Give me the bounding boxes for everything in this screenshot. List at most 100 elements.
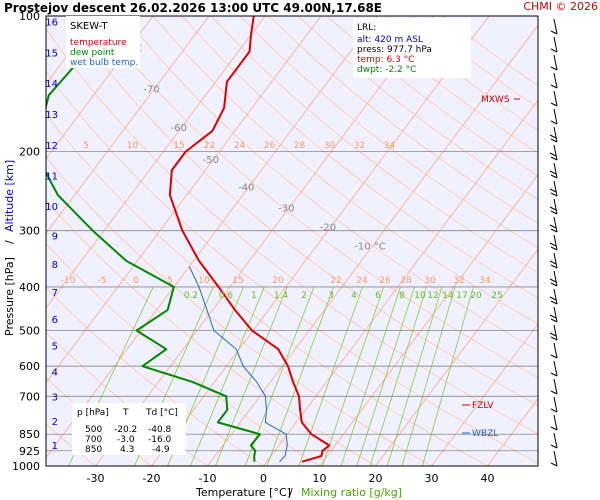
wind-barb (549, 144, 558, 161)
wind-barb-flag (550, 318, 558, 323)
wind-barb-flag (549, 224, 557, 229)
legend-wetbulb: wet bulb temp. (70, 58, 138, 68)
mixing-ratio-label: 0.6 (219, 291, 234, 301)
pressure-tick-label: 925 (19, 445, 40, 458)
wind-barb-flag (549, 188, 557, 193)
wind-barb-flag (550, 426, 558, 431)
wind-barb-staff (553, 270, 558, 287)
wind-barb-flag (549, 260, 557, 265)
wind-barb-flag (550, 102, 558, 107)
wind-barb-staff (553, 396, 558, 413)
wind-barb-staff (553, 36, 558, 53)
y-axis-label: Pressure [hPa] / Altitude [km] (3, 160, 16, 336)
mixing-ratio-label: 6 (375, 291, 381, 301)
wind-barb-staff (553, 18, 558, 35)
table-header-t: T (122, 408, 129, 418)
isotherm-value-label: -20 (320, 223, 336, 234)
mixing-ratio-label: 2 (301, 291, 307, 301)
mixing-ratio-label: 1.4 (274, 291, 289, 301)
table-cell-td: -16.0 (148, 435, 172, 445)
mixing-ratio-label: 8 (399, 291, 405, 301)
wind-barb-flag (549, 242, 557, 247)
isotherm-line (151, 16, 490, 466)
dewpoint-line (46, 16, 261, 462)
mixing-ratio-line (401, 286, 456, 466)
dry-adiabat (181, 16, 538, 299)
wind-barb-flag (549, 134, 557, 139)
altitude-tick-label: 13 (45, 110, 58, 121)
wind-barb-staff (553, 378, 558, 395)
wind-barb-flag (550, 192, 558, 197)
wind-barb-flag (550, 210, 558, 215)
mixing-ratio-line (266, 286, 335, 466)
wetbulb-line (188, 266, 288, 463)
wind-barb-flag (549, 278, 557, 283)
mixing-ratio-label: 25 (491, 291, 502, 301)
mixing-label-upper: 32 (354, 141, 365, 151)
temperature-tick-label: 10 (313, 472, 327, 485)
temperature-tick-label: -10 (199, 472, 217, 485)
wind-barb (550, 72, 558, 89)
wind-barb (550, 378, 558, 395)
wind-barb (550, 108, 558, 125)
mixing-label-upper: 30 (324, 141, 336, 151)
wind-barb-flag (550, 246, 558, 251)
pressure-tick-label: 400 (19, 281, 40, 294)
mixing-label-upper: 26 (264, 141, 276, 151)
wind-barb (550, 90, 558, 107)
wind-barb (549, 270, 558, 287)
isotherm-line (46, 16, 266, 309)
pressure-tick-label: 300 (19, 225, 40, 238)
mixing-label-upper: 24 (234, 141, 246, 151)
dry-adiabat (239, 16, 538, 249)
wbzl-label: WBZL (472, 429, 498, 439)
altitude-tick-label: 12 (45, 141, 58, 152)
wind-barb-flag (550, 120, 558, 125)
dry-adiabat (152, 16, 538, 325)
mixing-label-upper: 34 (384, 141, 396, 151)
wind-barb (549, 324, 558, 341)
mixing-ratio-label: 14 (442, 291, 454, 301)
altitude-tick-label: 1 (52, 441, 58, 452)
mixing-label-mid: -10 (61, 276, 76, 286)
lrl-background (353, 18, 471, 78)
wind-barb-flag (550, 174, 558, 179)
summary-table-bg (72, 403, 186, 455)
wind-barb-staff (553, 432, 558, 449)
mixing-label-mid: 5 (167, 276, 173, 286)
wind-barb-flag (550, 156, 558, 161)
temperature-tick-label: -30 (87, 472, 105, 485)
mixing-label-mid: 20 (272, 276, 284, 286)
wind-barb-flag (550, 138, 558, 143)
altitude-tick-label: 3 (52, 393, 58, 404)
pressure-tick-label: 850 (19, 428, 40, 441)
wind-barb (550, 342, 558, 359)
wind-barb-flag (550, 390, 558, 395)
temperature-tick-label: 30 (425, 472, 439, 485)
mixing-label-upper: 22 (204, 141, 215, 151)
mixing-label-mid: 15 (232, 276, 243, 286)
mixing-label-mid: 26 (379, 276, 391, 286)
pressure-tick-label: 200 (19, 145, 40, 158)
wind-barb-staff (553, 414, 558, 431)
wind-barb (550, 414, 558, 431)
wind-barb-staff (553, 162, 558, 179)
pressure-tick-label: 600 (19, 360, 40, 373)
wind-barb-staff (553, 72, 558, 89)
wind-barb (550, 450, 558, 467)
altitude-tick-label: 4 (52, 367, 58, 378)
wind-barb (549, 162, 558, 179)
wind-barb-staff (553, 198, 558, 215)
isotherm-value-label: -50 (203, 155, 219, 166)
mixing-ratio-label: 3 (328, 291, 334, 301)
mixing-label-mid: 22 (330, 276, 341, 286)
wind-barb-staff (553, 216, 558, 233)
wind-barb-staff (553, 324, 558, 341)
altitude-tick-label: 8 (52, 260, 58, 271)
x-axis-title-secondary: Mixing ratio [g/kg] (301, 486, 402, 499)
dry-adiabat (65, 16, 538, 406)
temperature-tick-label: 0 (260, 472, 267, 485)
mxws-label: MXWS (481, 95, 510, 105)
mixing-ratio-line (321, 286, 385, 466)
mixing-ratio-line (298, 286, 363, 466)
